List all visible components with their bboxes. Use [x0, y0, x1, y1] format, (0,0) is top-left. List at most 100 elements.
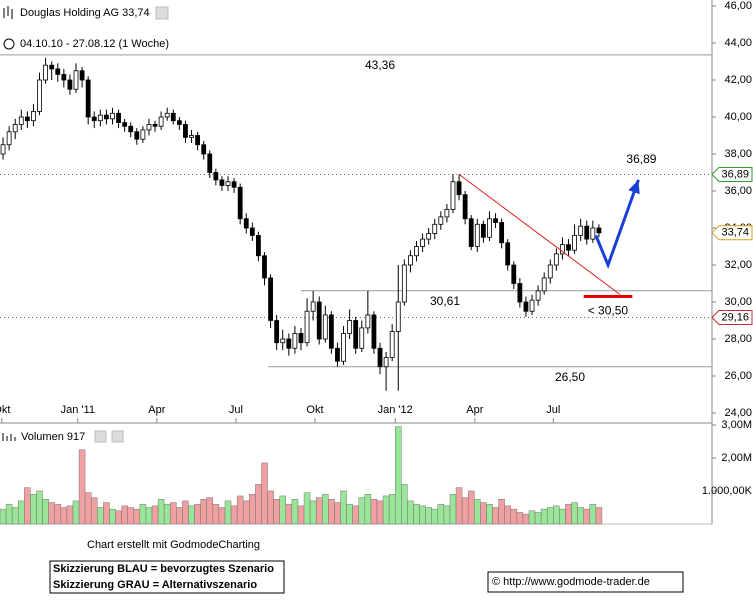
- volume-bar: [467, 490, 475, 525]
- volume-bar: [315, 497, 323, 525]
- candle-body: [104, 114, 109, 120]
- volume-bar: [595, 507, 603, 525]
- candle-body: [67, 79, 73, 90]
- x-tick-label: Jul: [546, 404, 560, 416]
- candle-body: [37, 79, 42, 112]
- volume-bar: [72, 500, 80, 525]
- candle-body: [292, 333, 298, 349]
- candle-body: [401, 264, 407, 303]
- volume-bar: [182, 500, 189, 525]
- candle-body: [164, 112, 170, 118]
- candle-body: [322, 314, 328, 340]
- trendline: [458, 173, 621, 296]
- candle-body: [566, 244, 571, 251]
- volume-bar: [218, 507, 226, 525]
- candle-body: [584, 225, 590, 240]
- candle-body: [110, 112, 115, 120]
- legend-text: Skizzierung BLAU = bevorzugtes Szenario: [53, 563, 274, 575]
- volume-bar: [589, 503, 597, 525]
- volume-bar: [230, 505, 238, 525]
- candle-body: [560, 244, 565, 255]
- chart-credit: Chart erstellt mit GodmodeCharting: [87, 539, 260, 551]
- volume-bar: [285, 503, 293, 525]
- candle-body: [395, 301, 401, 333]
- volume-bar: [395, 426, 402, 525]
- volume-bar: [139, 503, 147, 525]
- candle-body: [553, 253, 559, 266]
- candle-body: [85, 79, 91, 118]
- copyright: © http://www.godmode-trader.de: [492, 576, 650, 588]
- candle-body: [213, 172, 219, 181]
- level-label: 26,50: [555, 370, 585, 384]
- legend-box: [49, 560, 285, 594]
- volume-bar: [127, 507, 134, 525]
- candle-body: [474, 223, 480, 247]
- candle-body: [377, 347, 383, 368]
- candle-body: [6, 131, 12, 146]
- candle-body: [523, 301, 529, 312]
- target-arrow: [594, 179, 640, 270]
- x-tick-label: Apr: [148, 404, 165, 416]
- candle-body: [590, 227, 596, 240]
- volume-bar: [66, 505, 74, 525]
- period-icon: [3, 38, 15, 50]
- candle-body: [541, 277, 547, 292]
- volume-bar: [364, 494, 372, 525]
- candle-body: [158, 116, 164, 127]
- x-tick-label: Okt: [0, 404, 10, 416]
- volume-bar: [553, 505, 560, 525]
- volume-bar: [358, 497, 366, 525]
- volume-bar: [486, 503, 493, 525]
- volume-bar: [279, 495, 286, 525]
- volume-bar: [145, 507, 153, 525]
- price-flag-label: 33,74: [721, 227, 749, 239]
- settings-button[interactable]: [155, 6, 169, 20]
- price-flag-label: 29,16: [721, 311, 749, 323]
- candle-body: [225, 181, 231, 186]
- volume-bar: [103, 502, 110, 525]
- candle-body: [207, 153, 213, 173]
- volume-icon: [2, 433, 16, 441]
- volume-bar: [504, 505, 511, 525]
- volume-bar: [176, 507, 183, 525]
- volume-bar: [419, 505, 426, 525]
- candle-body: [359, 327, 365, 349]
- volume-bar: [528, 510, 536, 525]
- candle-body: [353, 320, 359, 349]
- candle-body: [365, 314, 371, 329]
- level-label: 43,36: [365, 58, 395, 72]
- volume-bar: [340, 490, 347, 525]
- chart-subtitle: 04.10.10 - 27.08.12 (1 Woche): [20, 38, 169, 50]
- volume-bar: [492, 507, 499, 525]
- candle-body: [493, 218, 498, 223]
- volume-bar: [97, 507, 104, 525]
- volume-bar: [42, 499, 49, 525]
- volume-settings-button[interactable]: [94, 430, 107, 443]
- volume-bar: [115, 510, 122, 525]
- volume-bar: [255, 484, 262, 525]
- volume-bar: [206, 497, 214, 525]
- candle-body: [237, 186, 243, 220]
- candle-body: [183, 124, 188, 138]
- candle-body: [499, 222, 505, 244]
- volume-bar: [243, 500, 250, 525]
- volume-bar: [121, 505, 128, 525]
- candle-body: [262, 255, 267, 279]
- y-tick-label: 24,00: [724, 407, 752, 419]
- candle-body: [468, 218, 474, 247]
- volume-bar: [443, 505, 451, 525]
- volume-bar: [352, 505, 359, 525]
- y-tick-label: 40,00: [724, 111, 752, 123]
- candle-body: [578, 225, 584, 236]
- candle-body: [535, 290, 541, 301]
- volume-close-button[interactable]: [111, 430, 124, 443]
- volume-bar: [413, 503, 420, 525]
- candle-body: [480, 223, 486, 238]
- y-tick-label: 44,00: [724, 37, 752, 49]
- volume-bar: [212, 503, 220, 525]
- volume-bar: [261, 462, 268, 525]
- candle-body: [231, 181, 237, 188]
- title-icon: [3, 6, 13, 19]
- volume-bar: [388, 494, 396, 525]
- volume-bar: [328, 499, 335, 525]
